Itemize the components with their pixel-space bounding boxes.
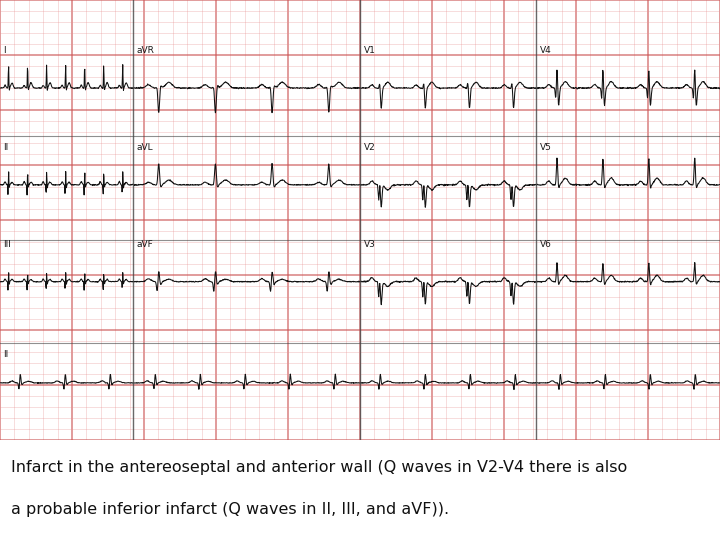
Text: V1: V1 bbox=[364, 46, 375, 55]
Text: aVL: aVL bbox=[137, 143, 153, 152]
Text: V3: V3 bbox=[364, 240, 375, 249]
Text: a probable inferior infarct (Q waves in II, III, and aVF)).: a probable inferior infarct (Q waves in … bbox=[11, 502, 449, 517]
Text: aVF: aVF bbox=[137, 240, 153, 249]
Text: V5: V5 bbox=[540, 143, 552, 152]
Text: V2: V2 bbox=[364, 143, 375, 152]
Text: II: II bbox=[4, 143, 9, 152]
Text: II: II bbox=[4, 350, 9, 359]
Text: V6: V6 bbox=[540, 240, 552, 249]
Text: III: III bbox=[4, 240, 12, 249]
Text: I: I bbox=[4, 46, 6, 55]
Text: aVR: aVR bbox=[137, 46, 155, 55]
Text: V4: V4 bbox=[540, 46, 552, 55]
Text: Infarct in the antereoseptal and anterior wall (Q waves in V2-V4 there is also: Infarct in the antereoseptal and anterio… bbox=[11, 460, 627, 475]
